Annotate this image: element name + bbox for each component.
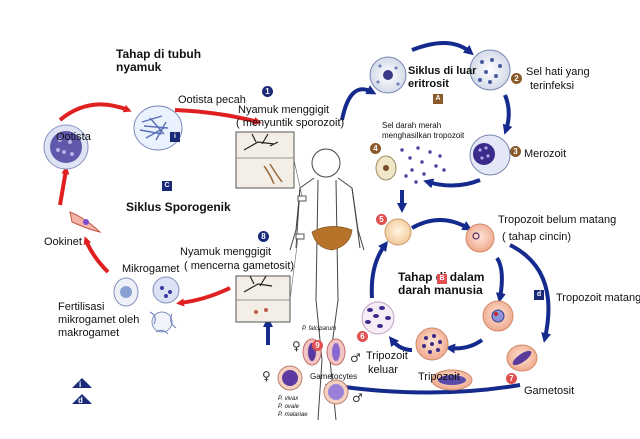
- oocyst-rupture-label: Ootista pecah: [178, 94, 246, 106]
- fertilization-label: Fertilisasi mikrogamet oleh makrogamet: [58, 301, 140, 339]
- red-arrow-oocyst-to-sporozoites: [58, 102, 132, 122]
- released-tripozoit-line1: Tripozoit: [366, 350, 408, 362]
- blue-arrow-rupture-to-ring: [369, 240, 388, 299]
- letter-marker-b: B: [437, 274, 447, 284]
- mosquito-bite-gametocyte-panel: [235, 275, 291, 323]
- male-symbol-1: ♂: [350, 351, 361, 365]
- exo-erythrocytic-cycle-label-line1: Siklus di luar: [408, 65, 477, 77]
- inject-sporozoite-label: ( menyuntik sporozoit): [236, 117, 345, 129]
- stage-marker-1: 1: [262, 86, 273, 97]
- gametocyte-vivax-pair: [277, 365, 349, 405]
- p-ovale-label: P. ovale: [278, 404, 299, 410]
- exo-erythrocytic-cycle-label-line2: eritrosit: [408, 78, 449, 90]
- female-symbol-1: ♀: [292, 339, 301, 353]
- blue-arrow-ring-to-mature: [495, 256, 506, 303]
- legend-item-i: i: [79, 380, 82, 389]
- letter-marker-a: A: [433, 94, 443, 104]
- stage-marker-8: 8: [258, 231, 269, 242]
- red-arrow-rupture-to-bite: [174, 108, 262, 125]
- rbc-merozoite-entry: [384, 218, 412, 246]
- blue-arrow-schizont-to-merozoites: [423, 178, 481, 189]
- ingest-gametocyte-label: ( mencerna gametosit): [184, 260, 295, 272]
- rbc-produces-trophozoite-line1: Sel darah merah: [382, 121, 442, 130]
- rbc-ring-stage: [465, 223, 495, 253]
- stage-marker-9: 9: [312, 340, 323, 351]
- liver-schizont: [469, 134, 511, 176]
- letter-marker-c: C: [162, 181, 172, 191]
- female-symbol-2: ♀: [262, 369, 271, 383]
- rbc-tripozoit-large: [431, 369, 473, 391]
- blue-arrow-schizont-to-rupture: [388, 336, 413, 352]
- stage-marker-2: 2: [511, 73, 522, 84]
- male-symbol-2: ♂: [352, 391, 363, 405]
- liver-cell-initial: [369, 56, 407, 94]
- immature-trophozoite-label: Tropozoit belum matang: [498, 214, 617, 226]
- red-arrow-microgamete-to-ookinete: [83, 236, 110, 274]
- pointer-line-lower: [289, 237, 299, 301]
- tripozoit-label: Tripozoit: [418, 371, 460, 383]
- sporogonic-cycle-label: Siklus Sporogenik: [126, 200, 231, 214]
- released-tripozoit-line2: keluar: [368, 364, 398, 376]
- p-vivax-label: P. vivax: [278, 396, 299, 402]
- infected-liver-cell-label-line2: terinfeksi: [530, 80, 575, 92]
- oocyst-label: Ootista: [56, 131, 91, 143]
- letter-marker-i: i: [170, 132, 180, 142]
- letter-marker-d: d: [534, 290, 544, 300]
- stage-marker-4: 4: [370, 143, 381, 154]
- merozoite-label: Merozoit: [524, 148, 567, 160]
- red-arrow-ookinete-to-oocyst: [58, 166, 70, 206]
- mosquito-bite-sporozoite-panel: [235, 131, 295, 189]
- red-arrow-bite-to-gametes: [176, 286, 231, 307]
- stage-marker-5: 5: [376, 214, 387, 225]
- gametocytes-en-label: Gametocytes: [310, 372, 358, 381]
- blue-arrow-infected-to-schizont: [502, 94, 513, 135]
- ookinete-label: Ookinet: [44, 236, 82, 248]
- human-blood-stage-title: Tahap di dalam darah manusia: [398, 270, 485, 297]
- blue-arrow-bite-to-liver: [340, 85, 377, 121]
- skin-patch-upper: [297, 195, 307, 202]
- blue-arrow-blood-cycle-outer-right: [509, 243, 551, 343]
- rbc-gametocyte-banana: [506, 344, 538, 372]
- oocyst-cell: [43, 124, 89, 170]
- mature-trophozoite-label: Tropozoit matang: [556, 292, 640, 304]
- fertilization-cell: [149, 311, 177, 335]
- liver-cell-infected: [469, 49, 511, 91]
- blue-arrow-liver-to-infected: [411, 40, 474, 56]
- blue-arrow-bottom-to-gametocyte-panel: [325, 380, 521, 395]
- stage-marker-6: 6: [357, 331, 368, 342]
- rbc-schizont: [415, 327, 449, 361]
- mosquito-stage-title: Tahap di tubuh nyamuk: [116, 47, 202, 74]
- legend-item-d: d: [78, 396, 83, 405]
- infected-liver-cell-label-line1: Sel hati yang: [526, 66, 590, 78]
- rbc-rupture-release: [361, 301, 395, 335]
- mosquito-bite-gametocyte-label: Nyamuk menggigit: [180, 246, 272, 258]
- skin-patch-lower: [295, 233, 305, 240]
- ring-stage-label: ( tahap cincin): [502, 231, 572, 243]
- liver-shape: [311, 226, 353, 251]
- rbc-mature-trophozoite: [482, 300, 514, 332]
- ookinete-shape: [69, 211, 102, 233]
- microgamete-label: Mikrogamet: [122, 263, 180, 275]
- pointer-line-upper: [293, 159, 303, 197]
- gametocyte-falciparum-pair: [302, 338, 346, 366]
- p-falciparum-label: P. falciparum: [302, 326, 337, 332]
- p-malariae-label: P. malariae: [278, 412, 308, 418]
- legend-triangle-d: [72, 394, 92, 404]
- stage-marker-3: 3: [510, 146, 521, 157]
- sporozoite-release-cell: [133, 105, 183, 151]
- microgamete-cells: [113, 276, 180, 307]
- merozoite-release: [375, 146, 446, 184]
- gametocyte-label: Gametosit: [524, 385, 575, 397]
- stage-marker-7: 7: [506, 373, 517, 384]
- mosquito-bite-sporozoite-label: Nyamuk menggigit: [238, 104, 330, 116]
- blue-arrow-top-blood-arc: [411, 218, 473, 231]
- blue-arrow-mature-to-schizont: [445, 338, 484, 354]
- rbc-produces-trophozoite-line2: menghasilkan tropozoit: [382, 131, 465, 140]
- legend-triangle-i: [72, 378, 92, 388]
